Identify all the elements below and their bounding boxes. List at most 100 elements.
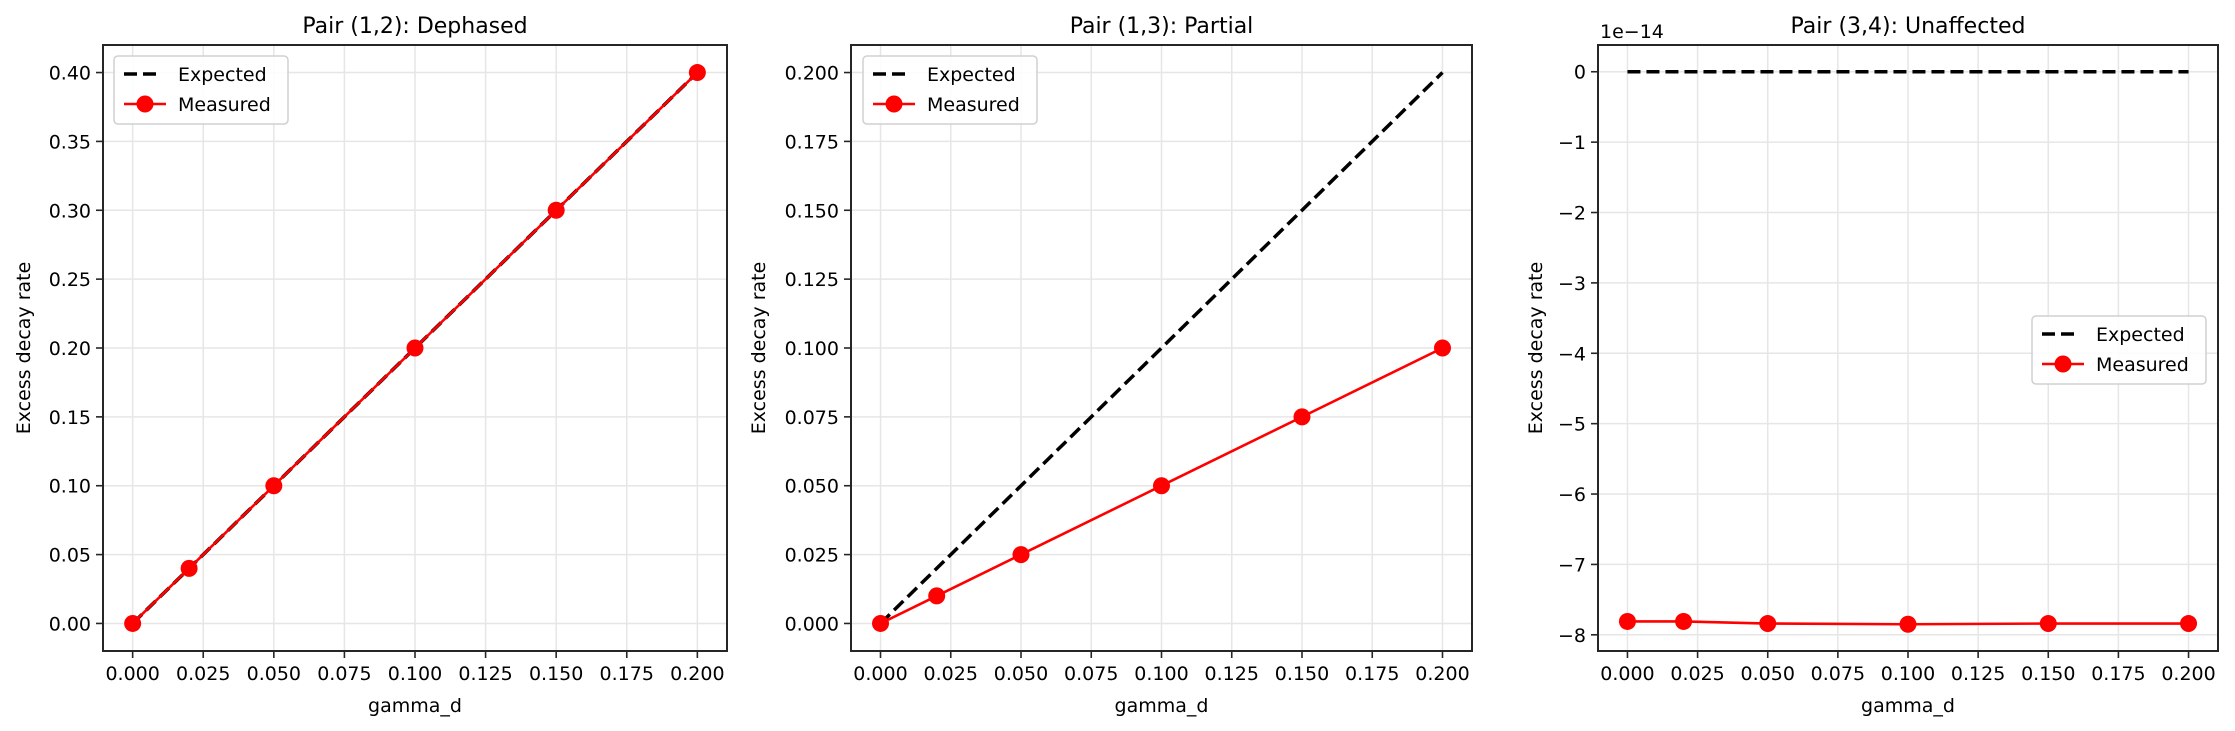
legend-expected-label: Expected xyxy=(178,64,267,86)
measured-line xyxy=(131,71,699,625)
x-tick-label: 0.175 xyxy=(2091,663,2145,685)
x-tick-label: 0.125 xyxy=(1951,663,2005,685)
subplot-title: Pair (3,4): Unaffected xyxy=(1791,14,2026,39)
x-tick-label: 0.050 xyxy=(247,663,301,685)
y-axis-label: Excess decay rate xyxy=(1525,262,1547,435)
x-tick-label: 0.000 xyxy=(105,663,159,685)
x-tick-label: 0.025 xyxy=(176,663,230,685)
y-tick-label: 0.00 xyxy=(49,613,91,635)
y-tick-label: −2 xyxy=(1558,203,1586,225)
legend-measured-label: Measured xyxy=(178,94,271,116)
subplot-pair-1-3: 0.000 0.025 0.050 0.075 0.100 0.125 0.150 0.175… xyxy=(748,14,1473,717)
measured-marker xyxy=(1675,612,1693,630)
measured-marker xyxy=(872,614,890,632)
measured-marker xyxy=(1433,339,1451,357)
subplot-pair-3-4: 0.000 0.025 0.050 0.075 0.100 0.125 0.150 0.175… xyxy=(1525,14,2219,717)
y-tick-label: −4 xyxy=(1558,343,1586,365)
measured-marker xyxy=(688,64,706,82)
y-tick-label: −1 xyxy=(1558,132,1586,154)
y-tick-label: 0 xyxy=(1574,62,1586,84)
measured-line xyxy=(879,346,1444,625)
y-tick-label: 0.25 xyxy=(49,269,91,291)
x-tick-label: 0.200 xyxy=(1415,663,1469,685)
measured-marker xyxy=(2039,615,2057,633)
y-tick-label: 0.000 xyxy=(785,613,839,635)
y-tick-label: 0.025 xyxy=(785,545,839,567)
legend-measured-marker xyxy=(136,95,154,113)
x-tick-label: 0.100 xyxy=(388,663,442,685)
measured-marker xyxy=(180,559,198,577)
x-tick-label: 0.175 xyxy=(600,663,654,685)
x-tick-label: 0.175 xyxy=(1345,663,1399,685)
y-tick-label: 0.40 xyxy=(49,63,91,85)
x-tick-label: 0.200 xyxy=(2161,663,2215,685)
y-tick-label: −7 xyxy=(1558,554,1586,576)
x-tick-label: 0.075 xyxy=(317,663,371,685)
subplot-title: Pair (1,2): Dephased xyxy=(302,14,527,39)
legend: Expected Measured xyxy=(862,55,1038,125)
x-tick-label: 0.200 xyxy=(670,663,724,685)
y-offset-label: 1e−14 xyxy=(1600,21,1664,43)
legend-expected-label: Expected xyxy=(2096,324,2185,346)
x-tick-label: 0.050 xyxy=(1741,663,1795,685)
y-tick-label: 0.15 xyxy=(49,407,91,429)
legend-measured-label: Measured xyxy=(2096,354,2189,376)
y-tick-label: −6 xyxy=(1558,484,1586,506)
y-tick-label: 0.050 xyxy=(785,476,839,498)
y-axis-label: Excess decay rate xyxy=(748,262,770,435)
x-tick-label: 0.150 xyxy=(2021,663,2075,685)
legend-measured-marker xyxy=(885,95,903,113)
subplot-title: Pair (1,3): Partial xyxy=(1070,14,1254,39)
y-tick-label: −3 xyxy=(1558,273,1586,295)
grid-lines xyxy=(851,45,1472,651)
x-tick-label: 0.025 xyxy=(1670,663,1724,685)
measured-line xyxy=(1627,620,2189,626)
measured-marker xyxy=(2180,615,2198,633)
legend-expected-label: Expected xyxy=(927,64,1016,86)
y-tick-label: 0.05 xyxy=(49,545,91,567)
measured-marker xyxy=(265,477,283,495)
y-tick-label: 0.10 xyxy=(49,476,91,498)
x-tick-label: 0.125 xyxy=(1205,663,1259,685)
y-tick-label: 0.150 xyxy=(785,200,839,222)
x-tick-label: 0.075 xyxy=(1064,663,1118,685)
y-tick-label: 0.30 xyxy=(49,200,91,222)
x-tick-label: 0.100 xyxy=(1881,663,1935,685)
measured-marker xyxy=(1153,477,1170,495)
x-tick-label: 0.125 xyxy=(458,663,512,685)
y-tick-label: 0.075 xyxy=(785,407,839,429)
x-tick-label: 0.075 xyxy=(1811,663,1865,685)
measured-marker xyxy=(1618,612,1636,630)
x-axis-label: gamma_d xyxy=(1115,695,1209,717)
x-tick-label: 0.100 xyxy=(1134,663,1188,685)
x-tick-label: 0.025 xyxy=(924,663,978,685)
measured-marker xyxy=(406,339,424,357)
measured-marker xyxy=(1759,615,1777,633)
y-tick-label: 0.200 xyxy=(785,63,839,85)
measured-marker xyxy=(1012,546,1030,564)
legend: Expected Measured xyxy=(2031,315,2207,385)
legend-box xyxy=(2031,315,2207,385)
x-tick-label: 0.000 xyxy=(1600,663,1654,685)
measured-marker xyxy=(928,587,946,605)
y-tick-label: 0.100 xyxy=(785,338,839,360)
measured-marker xyxy=(547,201,565,219)
legend: Expected Measured xyxy=(113,55,289,125)
y-tick-label: 0.175 xyxy=(785,131,839,153)
expected-line xyxy=(879,71,1444,625)
x-tick-label: 0.050 xyxy=(994,663,1048,685)
x-tick-label: 0.150 xyxy=(1275,663,1329,685)
y-tick-label: −5 xyxy=(1558,414,1586,436)
y-axis-label: Excess decay rate xyxy=(13,262,35,435)
measured-marker xyxy=(1293,408,1311,426)
legend-measured-label: Measured xyxy=(927,94,1020,116)
y-tick-label: 0.125 xyxy=(785,269,839,291)
x-axis-label: gamma_d xyxy=(1861,695,1955,717)
legend-box xyxy=(113,55,289,125)
y-tick-label: −8 xyxy=(1558,625,1586,647)
legend-box xyxy=(862,55,1038,125)
measured-marker xyxy=(1899,615,1917,633)
subplot-pair-1-2: 0.000 0.025 0.050 0.075 0.100 0.125 0.150 0.175… xyxy=(13,14,728,717)
x-tick-label: 0.150 xyxy=(529,663,583,685)
